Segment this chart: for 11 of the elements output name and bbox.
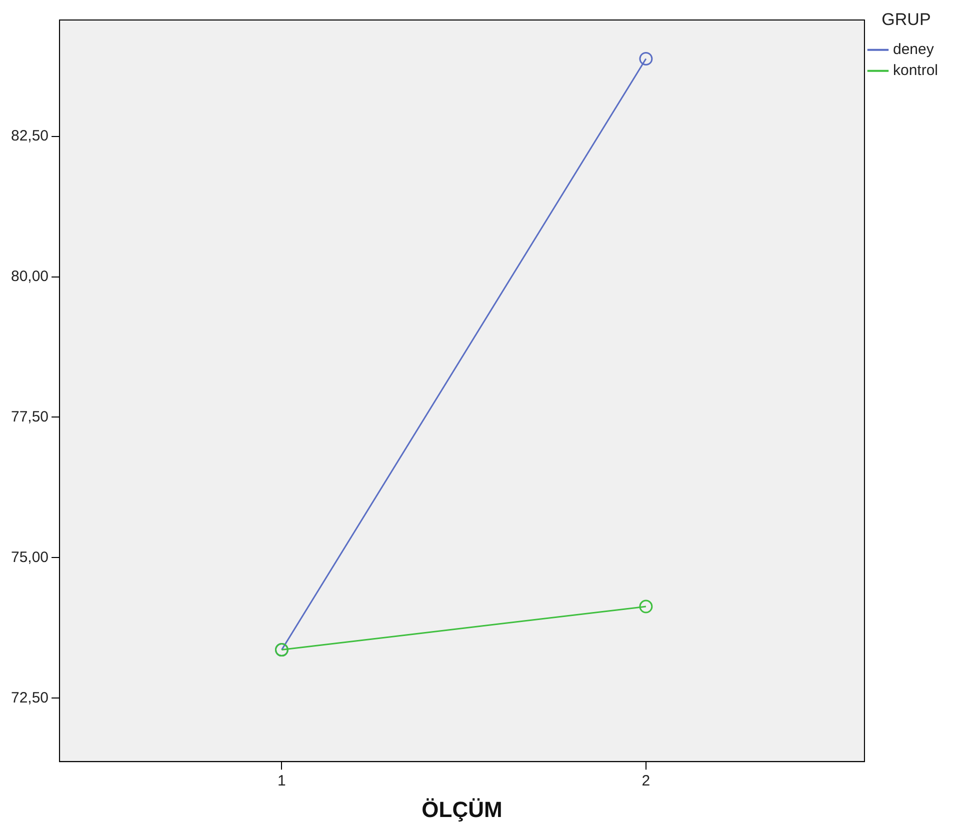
x-tick-label: 2 (642, 772, 650, 790)
legend-label: deney (892, 41, 934, 58)
y-tick-label: 77,50 (10, 408, 49, 426)
y-tick-label: 80,00 (10, 268, 49, 285)
y-tick-label: 82,50 (10, 127, 49, 144)
legend-title: GRUP (882, 10, 931, 30)
y-tick-label: 75,00 (10, 548, 49, 566)
y-tick-label: 72,50 (10, 689, 49, 706)
x-tick-label: 1 (278, 772, 286, 790)
legend-label: kontrol (892, 62, 938, 80)
x-axis-title: ÖLÇÜM (422, 796, 502, 822)
